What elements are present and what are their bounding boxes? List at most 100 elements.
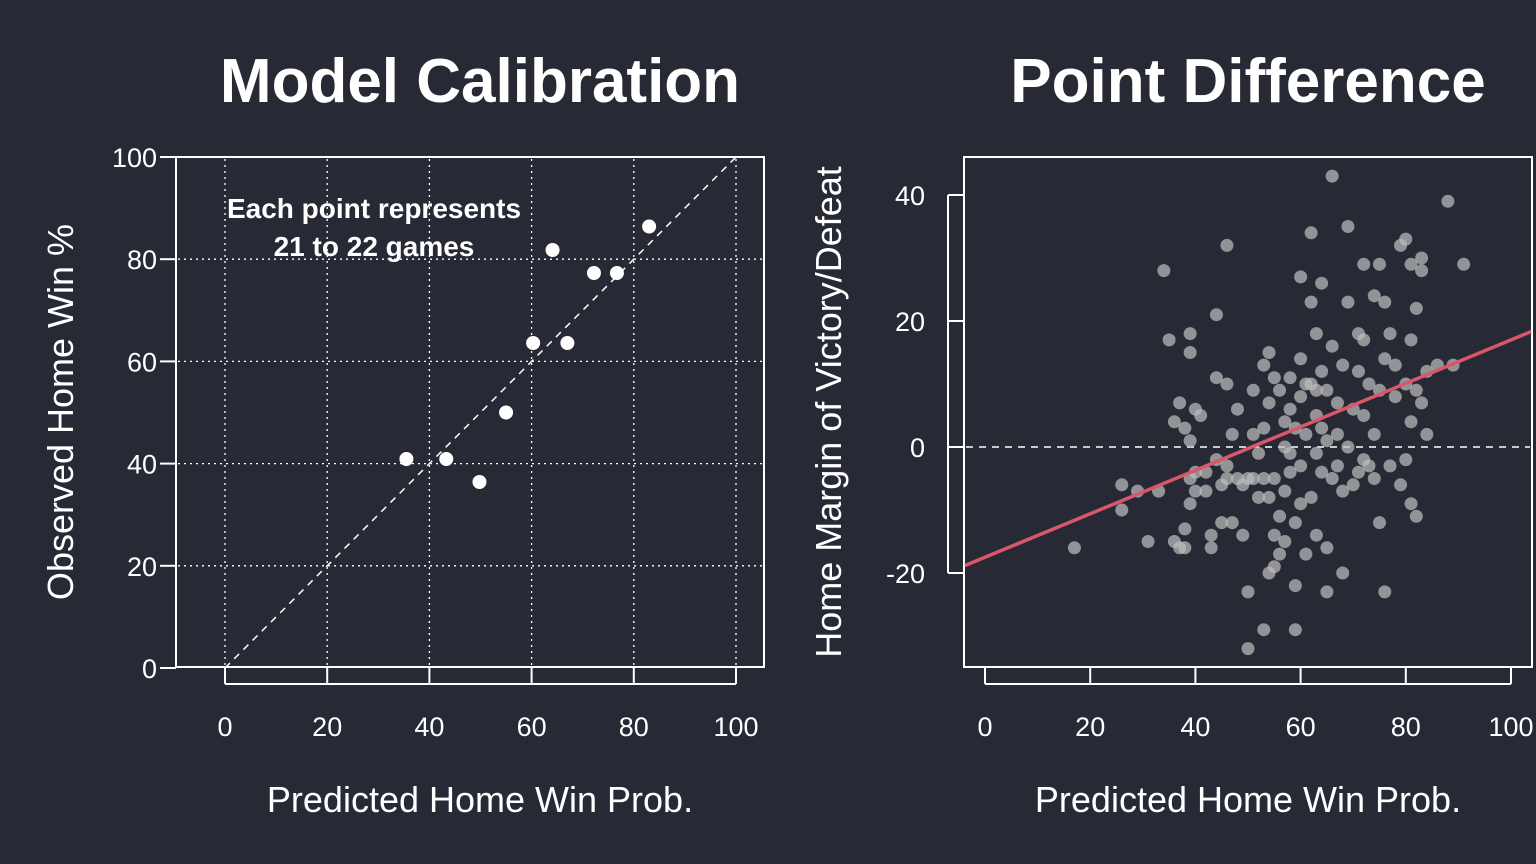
point-difference-point (1283, 465, 1297, 479)
regression-line (964, 330, 1532, 568)
calibration-annotation-line-1: Each point represents (227, 193, 521, 224)
point-difference-point (1441, 194, 1455, 208)
point-difference-point (1173, 396, 1187, 410)
point-difference-point (1209, 371, 1223, 385)
point-difference-point (1267, 371, 1281, 385)
point-difference-point (1288, 579, 1302, 593)
point-difference-point (1320, 541, 1334, 555)
calibration-x-tick-label: 60 (517, 712, 547, 742)
point-difference-point (1246, 383, 1260, 397)
point-difference-point (1294, 459, 1308, 473)
point-difference-point (1415, 264, 1429, 278)
point-difference-point (1341, 220, 1355, 233)
point-difference-y-tick-label: 0 (910, 433, 925, 463)
point-difference-point (1341, 440, 1355, 454)
point-difference-point (1351, 465, 1365, 479)
point-difference-point (1309, 446, 1323, 460)
point-difference-point (1309, 528, 1323, 542)
point-difference-point (1320, 585, 1334, 599)
point-difference-point (1215, 478, 1229, 492)
calibration-diagonal (224, 156, 737, 669)
point-difference-point (1204, 541, 1218, 555)
point-difference-point (1415, 396, 1429, 410)
point-difference-point (1383, 459, 1397, 473)
point-difference-point (1252, 446, 1266, 460)
point-difference-point (1409, 301, 1423, 315)
point-difference-point (1399, 453, 1413, 467)
calibration-grid (178, 159, 762, 666)
point-difference-point (1378, 585, 1392, 599)
calibration-point (499, 405, 514, 420)
point-difference-point (1383, 327, 1397, 341)
point-difference-point (1351, 364, 1365, 378)
point-difference-point (1230, 402, 1244, 416)
point-difference-point (1225, 427, 1239, 441)
point-difference-point (1409, 509, 1423, 523)
point-difference-point (1367, 289, 1381, 303)
point-difference-point (1357, 257, 1371, 271)
point-difference-point (1273, 547, 1287, 561)
calibration-y-axis: 0 20 40 60 80 100 (112, 143, 176, 684)
point-difference-point (1294, 270, 1308, 284)
calibration-annotation-line-2: 21 to 22 games (274, 231, 475, 262)
calibration-y-label: Observed Home Win % (40, 224, 81, 600)
point-difference-point (1278, 484, 1292, 498)
point-difference-point (1415, 251, 1429, 265)
point-difference-point (1067, 541, 1081, 555)
calibration-point (642, 219, 657, 234)
point-difference-point (1367, 472, 1381, 485)
point-difference-points (1067, 169, 1471, 656)
point-difference-point (1241, 642, 1255, 656)
point-difference-point (1220, 459, 1234, 473)
point-difference-point (1283, 402, 1297, 416)
calibration-y-tick-label: 0 (142, 654, 157, 684)
point-difference-point (1299, 547, 1313, 561)
point-difference-point (1315, 364, 1329, 378)
calibration-points (399, 219, 657, 489)
point-difference-point (1167, 415, 1181, 429)
calibration-x-axis: 0 20 40 60 80 100 (217, 668, 759, 742)
point-difference-point (1325, 472, 1339, 485)
point-difference-point (1320, 383, 1334, 397)
point-difference-point (1183, 346, 1197, 359)
point-difference-point (1183, 327, 1197, 341)
calibration-reference-line (224, 156, 737, 669)
point-difference-point (1257, 472, 1271, 485)
point-difference-point (1330, 396, 1344, 410)
point-difference-point (1404, 415, 1418, 429)
point-difference-x-tick-label: 100 (1488, 712, 1533, 742)
calibration-plot-frame (175, 156, 765, 668)
point-difference-x-tick-label: 20 (1075, 712, 1105, 742)
point-difference-point (1273, 509, 1287, 523)
point-difference-x-tick-label: 80 (1391, 712, 1421, 742)
point-difference-point (1367, 427, 1381, 441)
point-difference-x-label: Predicted Home Win Prob. (1035, 779, 1461, 820)
point-difference-point (1315, 421, 1329, 435)
calibration-y-tick-label: 60 (127, 347, 157, 377)
point-difference-point (1252, 490, 1266, 504)
point-difference-point (1325, 169, 1339, 183)
point-difference-point (1262, 346, 1276, 359)
point-difference-x-tick-label: 40 (1180, 712, 1210, 742)
calibration-point (586, 265, 601, 280)
point-difference-point (1294, 352, 1308, 366)
point-difference-point (1115, 503, 1129, 517)
point-difference-point (1404, 333, 1418, 347)
point-difference-point (1278, 415, 1292, 429)
point-difference-point (1115, 478, 1129, 492)
point-difference-point (1262, 396, 1276, 410)
point-difference-x-axis: 0 20 40 60 80 100 (977, 668, 1534, 742)
point-difference-point (1188, 484, 1202, 498)
point-difference-point (1378, 295, 1392, 309)
point-difference-point (1399, 232, 1413, 246)
point-difference-point (1220, 238, 1234, 252)
point-difference-point (1388, 390, 1402, 404)
point-difference-point (1394, 478, 1408, 492)
point-difference-point (1199, 484, 1213, 498)
point-difference-point (1236, 528, 1250, 542)
point-difference-point (1420, 427, 1434, 441)
point-difference-title: Point Difference (1010, 47, 1485, 116)
point-difference-point (1141, 535, 1155, 548)
point-difference-point (1346, 478, 1360, 492)
point-difference-point (1178, 421, 1192, 435)
